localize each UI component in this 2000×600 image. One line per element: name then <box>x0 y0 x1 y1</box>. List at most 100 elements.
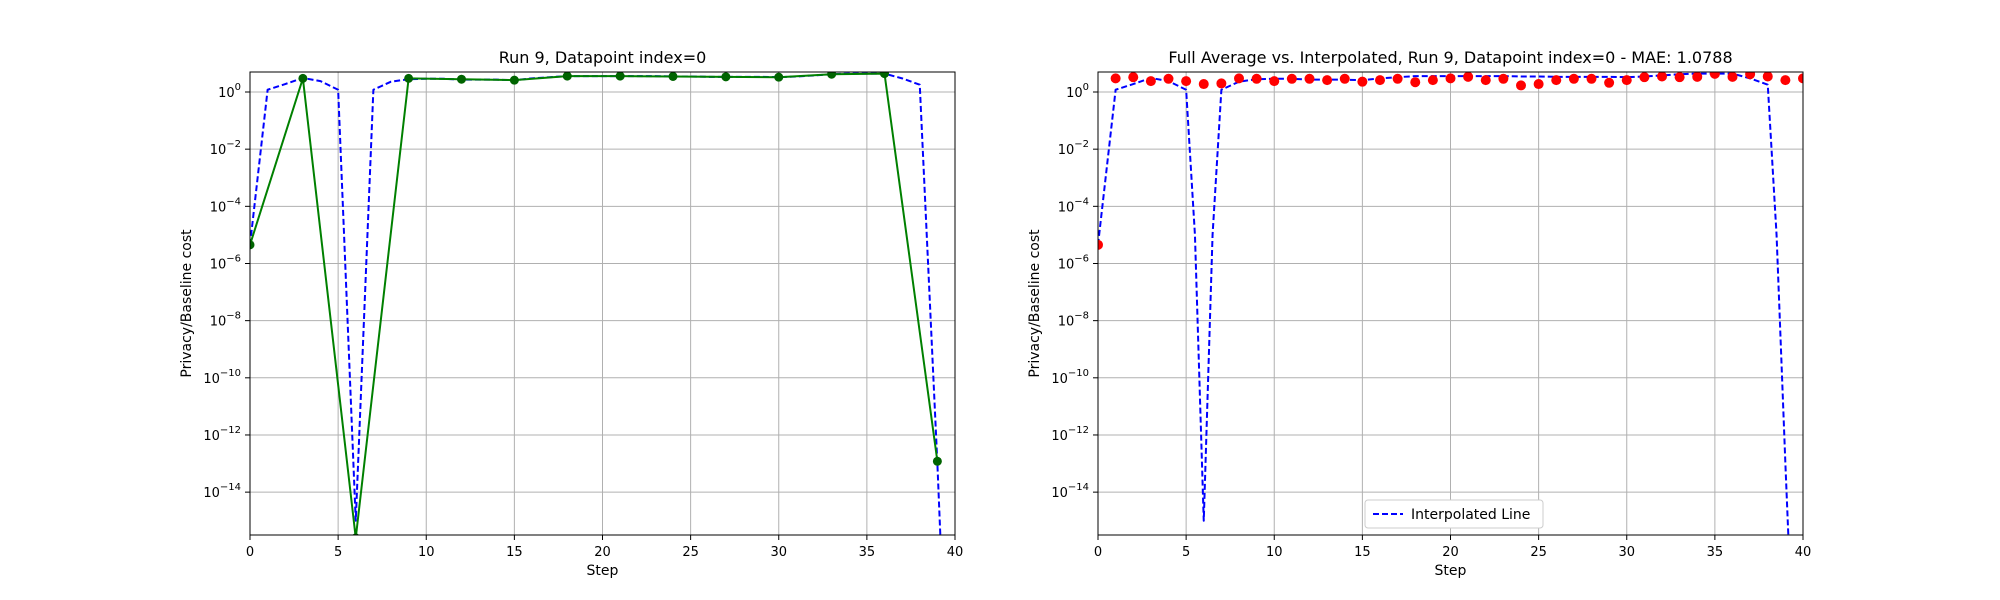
y-tick-label-left: 10−14 <box>203 482 241 501</box>
x-tick-label-right: 5 <box>1182 545 1190 560</box>
data-point-right <box>1216 78 1227 89</box>
data-point-right <box>1639 72 1650 83</box>
y-tick-base-left: 10 <box>203 429 220 444</box>
data-point-right <box>1234 73 1244 84</box>
data-point-right <box>1427 75 1438 86</box>
y-tick-exponent-left: −4 <box>226 196 241 207</box>
x-tick-label-right: 25 <box>1530 545 1547 560</box>
data-point-right <box>1551 75 1562 86</box>
y-tick-label-left: 10−10 <box>203 368 241 387</box>
data-point-left <box>932 456 942 466</box>
y-tick-base-left: 10 <box>210 315 227 330</box>
data-point-left <box>668 72 678 81</box>
data-point-right <box>1445 73 1456 84</box>
y-tick-exponent-left: 0 <box>235 82 241 93</box>
y-tick-label-right: 10−14 <box>1051 482 1089 501</box>
data-point-right <box>1181 76 1192 87</box>
grid-left <box>249 72 956 535</box>
data-point-right <box>1163 73 1174 84</box>
y-tick-base-right: 10 <box>1058 315 1075 330</box>
data-point-right <box>1145 76 1156 87</box>
plot-clip-right <box>1098 72 1803 535</box>
data-point-right <box>1304 73 1315 84</box>
series-group-right <box>1098 72 1803 535</box>
y-tick-exponent-left: −12 <box>220 425 241 436</box>
y-tick-exponent-right: −10 <box>1068 368 1089 379</box>
x-tick-label-left: 5 <box>334 545 342 560</box>
x-tick-label-right: 30 <box>1618 545 1635 560</box>
y-tick-exponent-left: −8 <box>226 311 241 322</box>
x-tick-label-left: 30 <box>770 545 787 560</box>
y-tick-base-right: 10 <box>1058 143 1075 158</box>
y-tick-exponent-right: −2 <box>1074 139 1089 150</box>
y-tick-base-right: 10 <box>1058 257 1075 272</box>
series-group-left <box>250 72 942 535</box>
data-point-right <box>1098 239 1103 250</box>
chart-title-right: Full Average vs. Interpolated, Run 9, Da… <box>1168 48 1732 67</box>
data-point-left <box>721 72 731 82</box>
y-tick-exponent-right: −12 <box>1068 425 1089 436</box>
data-point-right <box>1410 77 1421 88</box>
legend-box <box>1364 499 1544 529</box>
data-point-right <box>1286 73 1297 84</box>
y-tick-base-left: 10 <box>218 86 235 101</box>
y-axis-label-left: Privacy/Baseline cost <box>179 229 195 378</box>
y-tick-label-left: 10−4 <box>210 196 241 215</box>
y-tick-label-left: 10−12 <box>203 425 241 444</box>
chart-left: 0 5 10 15 20 25 30 35 40 10010−210−410−610−810−1… <box>179 48 963 579</box>
chart-right: 0 5 10 15 20 25 30 35 40 10010−210−410−610−810−1… <box>1027 48 1811 579</box>
data-point-right <box>1798 73 1803 84</box>
y-tick-label-left: 10−2 <box>210 139 241 158</box>
legend-label: Interpolated Line <box>1411 507 1530 523</box>
y-tick-label-right: 10−10 <box>1051 368 1089 387</box>
x-tick-label-right: 0 <box>1094 545 1102 560</box>
y-axis-label-right: Privacy/Baseline cost <box>1027 229 1043 378</box>
x-tick-label-left: 10 <box>418 545 435 560</box>
data-point-left <box>457 74 466 84</box>
data-point-left <box>615 72 625 81</box>
y-tick-base-right: 10 <box>1051 429 1068 444</box>
y-tick-exponent-left: −6 <box>226 253 241 264</box>
y-tick-exponent-left: −14 <box>220 482 241 493</box>
data-point-right <box>1375 75 1385 86</box>
data-point-right <box>1357 76 1368 87</box>
x-tick-label-left: 35 <box>859 545 876 560</box>
y-tick-exponent-right: −14 <box>1068 482 1089 493</box>
y-tick-exponent-right: 0 <box>1083 82 1089 93</box>
data-point-left <box>509 75 519 85</box>
data-point-right <box>1568 73 1579 84</box>
data-point-left <box>774 72 784 82</box>
data-point-left <box>562 72 572 81</box>
x-tick-label-right: 20 <box>1442 545 1459 560</box>
x-ticks-right: 0 5 10 15 20 25 30 35 40 <box>1094 535 1811 560</box>
y-tick-exponent-right: −6 <box>1074 253 1089 264</box>
data-point-right <box>1392 73 1403 84</box>
y-tick-exponent-right: −8 <box>1074 311 1089 322</box>
chart-title-left: Run 9, Datapoint index=0 <box>499 48 707 67</box>
data-point-right <box>1322 75 1333 86</box>
legend: Interpolated Line <box>1364 499 1544 529</box>
y-tick-label-right: 10−6 <box>1058 253 1089 272</box>
data-point-right <box>1657 72 1667 82</box>
data-point-right <box>1251 73 1262 84</box>
x-tick-label-right: 40 <box>1795 545 1812 560</box>
data-point-left <box>827 72 837 79</box>
y-tick-base-left: 10 <box>210 257 227 272</box>
x-tick-label-left: 0 <box>246 545 254 560</box>
y-tick-exponent-left: −10 <box>220 368 241 379</box>
y-tick-label-left: 100 <box>218 82 241 101</box>
y-tick-label-right: 100 <box>1066 82 1089 101</box>
data-point-right <box>1709 72 1720 79</box>
y-tick-base-right: 10 <box>1051 486 1068 501</box>
y-tick-label-left: 10−8 <box>210 311 241 330</box>
data-point-right <box>1339 73 1350 84</box>
x-tick-label-left: 25 <box>682 545 699 560</box>
data-point-right <box>1516 80 1526 91</box>
data-point-left <box>880 72 889 79</box>
data-point-left <box>298 73 308 83</box>
x-ticks-left: 0 5 10 15 20 25 30 35 40 <box>246 535 963 560</box>
data-point-right <box>1110 73 1121 84</box>
